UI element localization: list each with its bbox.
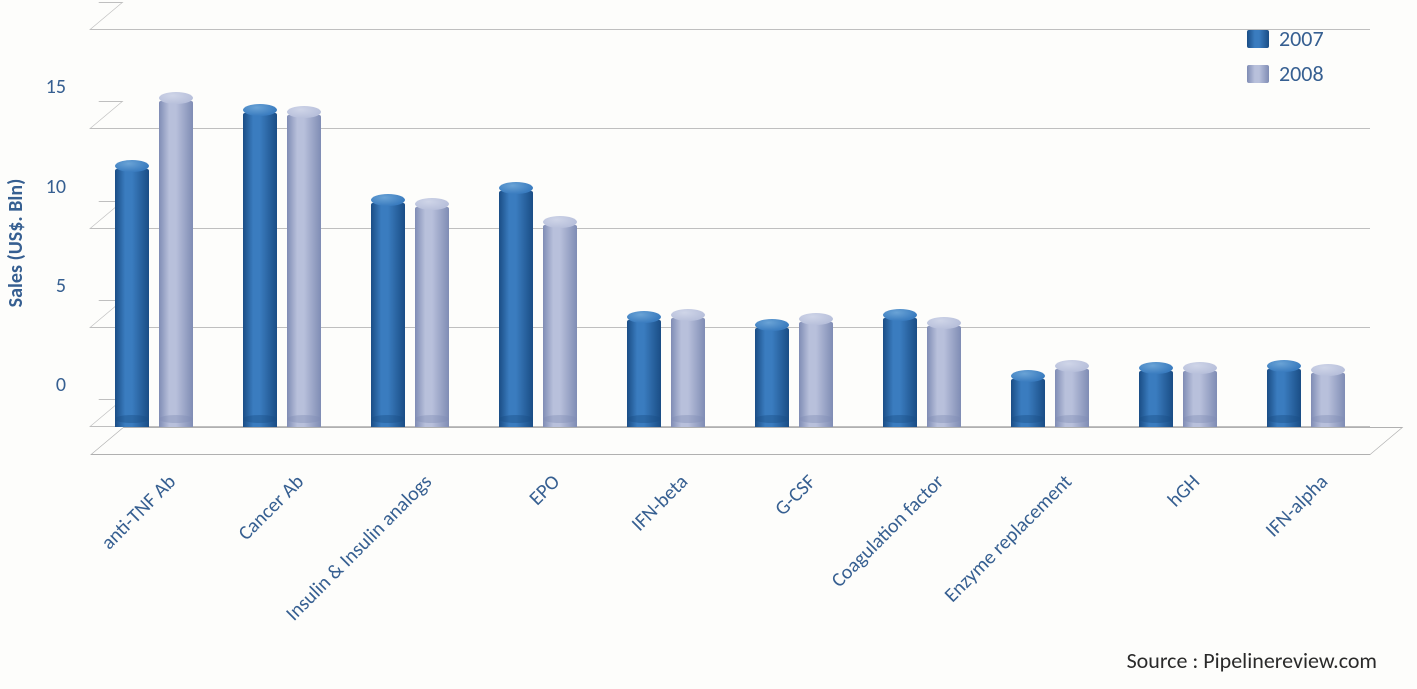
source-attribution: Source : Pipelinereview.com [1127, 647, 1377, 674]
bar [1055, 369, 1089, 427]
legend-item: 2008 [1247, 60, 1407, 87]
x-label: IFN-alpha [1175, 470, 1333, 628]
category-group [90, 30, 218, 427]
bar [1267, 369, 1301, 427]
category-group [602, 30, 730, 427]
y-axis: 05101520 [26, 30, 66, 427]
bar [883, 318, 917, 427]
bar [115, 169, 149, 427]
bar [1139, 371, 1173, 427]
chart-plot-area: 05101520 Sales (US$. Bln) [90, 30, 1370, 455]
legend-label: 2008 [1279, 60, 1324, 87]
y-tick-label: 0 [26, 373, 66, 397]
bar [1311, 373, 1345, 427]
category-group [1114, 30, 1242, 427]
bar [243, 113, 277, 427]
bar [499, 191, 533, 427]
y-tick-label: 15 [26, 75, 66, 99]
bar [159, 101, 193, 427]
legend-label: 2007 [1279, 25, 1324, 52]
category-group [986, 30, 1114, 427]
y-axis-title: Sales (US$. Bln) [4, 178, 28, 307]
legend-item: 2007 [1247, 25, 1407, 52]
bar [671, 318, 705, 427]
bar [755, 328, 789, 427]
category-group [218, 30, 346, 427]
bar [287, 115, 321, 427]
bar [543, 225, 577, 427]
category-group [474, 30, 602, 427]
bar [627, 320, 661, 427]
bar [1183, 371, 1217, 427]
chart-floor [90, 427, 1403, 455]
x-axis-labels: anti-TNF AbCancer AbInsulin & Insulin an… [90, 470, 1370, 650]
category-group [730, 30, 858, 427]
bar [799, 322, 833, 427]
chart-plot [90, 30, 1370, 455]
bar [371, 203, 405, 427]
bar [415, 207, 449, 427]
bar [927, 326, 961, 427]
category-group [858, 30, 986, 427]
bar [1011, 379, 1045, 427]
legend-swatch [1247, 65, 1269, 83]
y-tick-label: 5 [26, 274, 66, 298]
y-tick-label: 10 [26, 175, 66, 199]
category-group [346, 30, 474, 427]
chart-legend: 2007 2008 [1247, 25, 1407, 95]
legend-swatch [1247, 30, 1269, 48]
chart-bars [90, 30, 1370, 427]
